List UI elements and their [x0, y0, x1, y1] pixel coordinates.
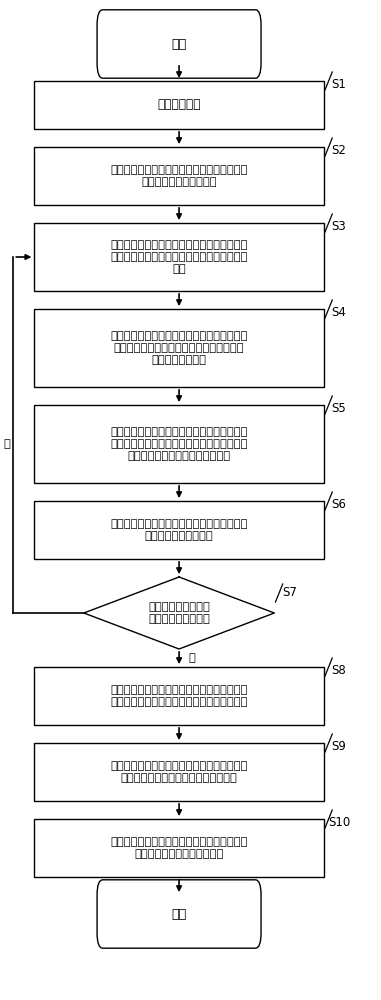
Bar	[34, 309, 324, 387]
Text: S10: S10	[328, 816, 350, 829]
Text: S5: S5	[332, 402, 346, 415]
Text: 开始: 开始	[171, 37, 187, 50]
Bar	[34, 819, 324, 877]
Bar	[34, 743, 324, 801]
Polygon shape	[84, 577, 274, 649]
Text: S2: S2	[331, 144, 347, 157]
Bar	[34, 223, 324, 291]
FancyBboxPatch shape	[97, 880, 261, 948]
Bar	[34, 81, 324, 129]
Text: S6: S6	[331, 498, 347, 511]
Text: 输入设计文件: 输入设计文件	[157, 99, 201, 111]
Text: 通过工序判定模块根据设计信息、工艺信息、
工序信息和工序判定规则进行工序判定，实现
工序筛选，生成实际装配所需工序: 通过工序判定模块根据设计信息、工艺信息、 工序信息和工序判定规则进行工序判定，实…	[110, 427, 248, 461]
Text: S8: S8	[332, 664, 346, 677]
Text: 否: 否	[3, 439, 10, 449]
Text: 通过工艺信息赋值模块对设计文件中不包含的
，但装配工艺流程生成所必须的工艺信息进行
赋值: 通过工艺信息赋值模块对设计文件中不包含的 ，但装配工艺流程生成所必须的工艺信息进…	[110, 240, 248, 274]
Text: 是: 是	[189, 653, 195, 663]
Text: 结束: 结束	[171, 908, 187, 920]
Text: S3: S3	[332, 220, 346, 233]
Bar	[34, 405, 324, 483]
Text: 当排序后的实际装配
所需工序正常生成时: 当排序后的实际装配 所需工序正常生成时	[148, 602, 210, 624]
Text: S1: S1	[331, 78, 347, 91]
Text: S4: S4	[331, 306, 347, 319]
Bar	[34, 667, 324, 725]
Text: 通过人工确认模块将排序后的实际装配所需工
序进行人工筛选、排序和确认，生成所有工序: 通过人工确认模块将排序后的实际装配所需工 序进行人工筛选、排序和确认，生成所有工…	[110, 685, 248, 707]
Text: 通过设计信息提取模块从设计文件中提取装配
工艺流程相关的设计信息: 通过设计信息提取模块从设计文件中提取装配 工艺流程相关的设计信息	[110, 165, 248, 187]
Text: S7: S7	[282, 586, 297, 599]
Bar	[34, 501, 324, 559]
FancyBboxPatch shape	[97, 10, 261, 78]
Bar	[34, 147, 324, 205]
Text: 通过工序排序模块根据工序排序规则，对实际
装配所需工序进行排序: 通过工序排序模块根据工序排序规则，对实际 装配所需工序进行排序	[110, 519, 248, 541]
Text: 通过装配工艺流程生成模块将所有工序和工步
按预定内容生成装配工艺流程: 通过装配工艺流程生成模块将所有工序和工步 按预定内容生成装配工艺流程	[110, 837, 248, 859]
Text: 通过工序全局映射模块根据设计信息和工艺信
息，利用工序全局映射规则完成工序全局映
射，生成工序信息: 通过工序全局映射模块根据设计信息和工艺信 息，利用工序全局映射规则完成工序全局映…	[110, 331, 248, 365]
Text: 通过工步映射模块根据工步映射规则完成工步
映射，并添加辅助工步，生成所有工步: 通过工步映射模块根据工步映射规则完成工步 映射，并添加辅助工步，生成所有工步	[110, 761, 248, 783]
Text: S9: S9	[331, 740, 347, 753]
